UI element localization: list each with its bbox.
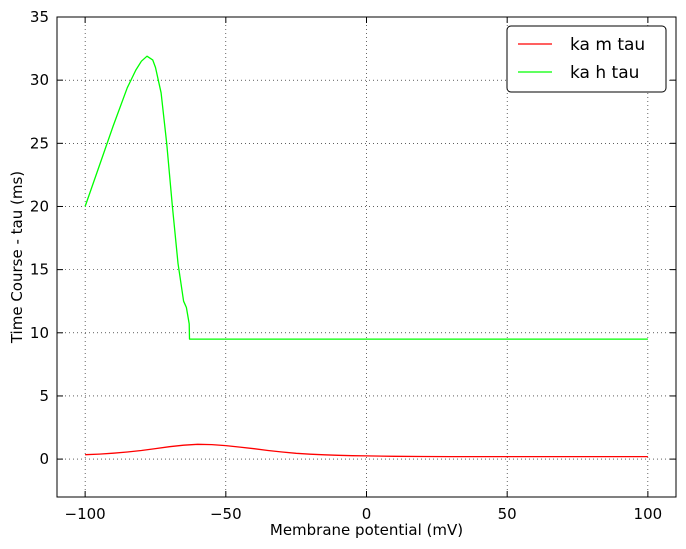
ticks: −100 −50 0 50 100 0 5 10 15 20 25 30 35 bbox=[30, 8, 676, 523]
y-tick-label: 30 bbox=[30, 71, 49, 89]
y-tick-label: 25 bbox=[30, 134, 49, 152]
y-tick-label: 5 bbox=[39, 387, 49, 405]
x-axis-label: Membrane potential (mV) bbox=[270, 521, 463, 539]
legend-label-ka-h-tau: ka h tau bbox=[570, 63, 639, 83]
series-line-ka-h-tau bbox=[84, 55, 648, 340]
y-tick-label: 35 bbox=[30, 8, 49, 26]
x-tick-label: −100 bbox=[65, 505, 106, 523]
y-tick-label: 10 bbox=[30, 324, 49, 342]
x-tick-label: 0 bbox=[362, 505, 372, 523]
legend-box bbox=[506, 25, 667, 93]
grid bbox=[57, 16, 676, 497]
x-tick-label: 50 bbox=[498, 505, 517, 523]
y-tick-label: 20 bbox=[30, 197, 49, 215]
y-axis-label: Time Course - tau (ms) bbox=[8, 171, 26, 344]
series-layer bbox=[84, 55, 648, 458]
x-tick-label: −50 bbox=[210, 505, 242, 523]
x-tick-label: 100 bbox=[634, 505, 663, 523]
y-tick-label: 0 bbox=[39, 450, 49, 468]
legend: ka m tau ka h tau bbox=[506, 25, 667, 93]
series-line-ka-m-tau bbox=[85, 443, 648, 458]
y-tick-label: 15 bbox=[30, 261, 49, 279]
legend-label-ka-m-tau: ka m tau bbox=[570, 35, 645, 55]
